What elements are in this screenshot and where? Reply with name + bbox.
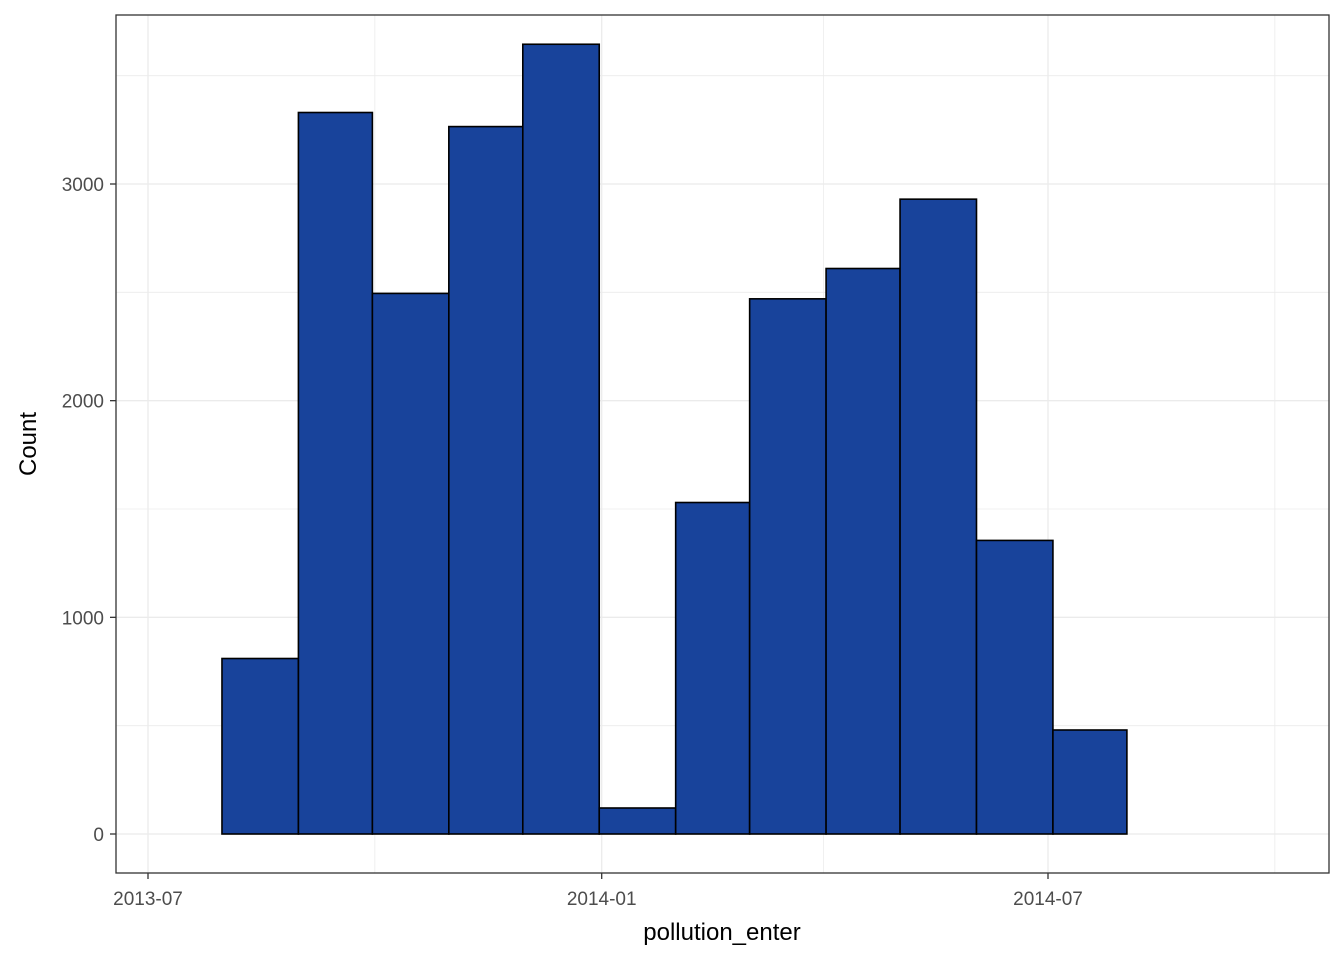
histogram-bar [899, 198, 978, 835]
histogram-bar [975, 539, 1054, 835]
axis-ticks [110, 183, 1049, 879]
histogram-bars [221, 43, 1128, 835]
histogram-bar [297, 111, 374, 835]
tick-labels: 2013-07 2014-01 2014-07 0 1000 2000 3000 [62, 175, 1083, 910]
panel-border [115, 14, 1330, 874]
histogram-bar [825, 267, 901, 835]
histogram-bar [521, 43, 601, 835]
histogram-bar [221, 657, 300, 835]
y-tick-label: 0 [93, 825, 104, 846]
histogram-bar [598, 807, 677, 835]
histogram-bar [748, 298, 827, 835]
y-tick-label: 1000 [62, 608, 104, 629]
y-tick-label: 2000 [62, 392, 104, 413]
histogram-bar [674, 501, 751, 835]
x-tick-label: 2014-07 [1013, 889, 1083, 910]
histogram-bar [371, 292, 450, 835]
x-tick-label: 2013-07 [113, 889, 183, 910]
histogram-bar [448, 125, 524, 835]
y-tick-label: 3000 [62, 175, 104, 196]
x-axis-title: pollution_enter [643, 919, 800, 946]
histogram-bar [1052, 729, 1128, 835]
x-tick-label: 2014-01 [567, 889, 637, 910]
y-axis-title: Count [15, 412, 42, 476]
